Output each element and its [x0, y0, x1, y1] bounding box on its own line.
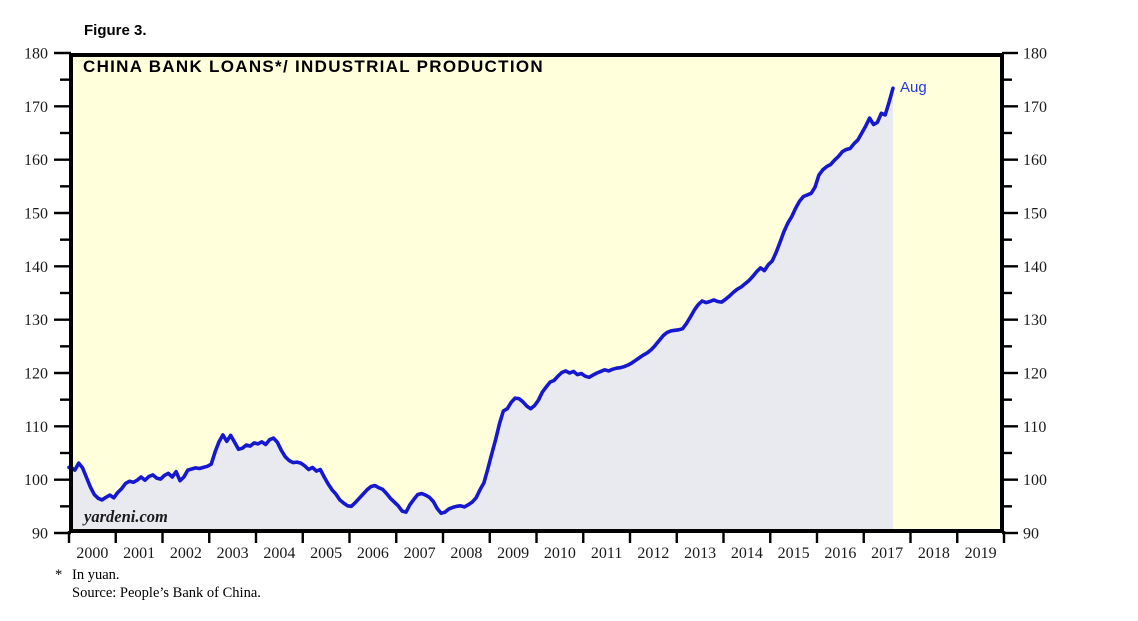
area-fill	[69, 88, 893, 533]
axis-ticks: 90 90 100 100 110 110 120 120 130 130 140 140 150 150…	[24, 46, 1047, 563]
y-axis-label-left: 180	[24, 46, 48, 63]
y-axis-label-right: 170	[1023, 99, 1047, 116]
y-axis-label-right: 160	[1023, 152, 1047, 169]
x-axis-year-label: 2005	[310, 545, 342, 562]
y-axis-label-right: 180	[1023, 46, 1047, 63]
y-axis-label-left: 160	[24, 152, 48, 169]
x-axis-year-label: 2003	[217, 545, 249, 562]
y-axis-label-right: 140	[1023, 259, 1047, 276]
y-axis-label-right: 90	[1023, 526, 1039, 543]
y-axis-label-left: 150	[24, 206, 48, 223]
x-axis-year-label: 2006	[357, 545, 389, 562]
series-end-label: Aug	[900, 79, 927, 96]
x-axis-year-label: 2008	[450, 545, 482, 562]
x-axis-year-label: 2004	[263, 545, 295, 562]
x-axis-year-label: 2013	[684, 545, 716, 562]
y-axis-label-left: 90	[32, 526, 48, 543]
y-axis-label-left: 140	[24, 259, 48, 276]
plot-border	[69, 53, 1004, 533]
chart-title: CHINA BANK LOANS*/ INDUSTRIAL PRODUCTION	[83, 57, 544, 76]
footnote-line-2: Source: People’s Bank of China.	[72, 585, 261, 601]
x-axis-year-label: 2019	[965, 545, 997, 562]
x-axis-year-label: 2007	[404, 545, 436, 562]
y-axis-label-left: 120	[24, 366, 48, 383]
footnote-line-1: In yuan.	[72, 567, 120, 583]
y-axis-label-left: 110	[25, 419, 48, 436]
x-axis-year-label: 2017	[871, 545, 903, 562]
y-axis-label-left: 100	[24, 472, 48, 489]
x-axis-year-label: 2002	[170, 545, 202, 562]
footnote-marker: *	[55, 567, 63, 583]
x-axis-year-label: 2016	[824, 545, 856, 562]
x-axis-year-label: 2015	[778, 545, 810, 562]
x-axis-year-label: 2014	[731, 545, 763, 562]
x-axis-year-label: 2012	[637, 545, 669, 562]
data-line	[67, 86, 895, 516]
x-axis-year-label: 2000	[76, 545, 108, 562]
y-axis-label-right: 150	[1023, 206, 1047, 223]
x-axis-year-label: 2010	[544, 545, 576, 562]
y-axis-label-left: 170	[24, 99, 48, 116]
footnote: * In yuan. Source: People’s Bank of Chin…	[55, 566, 261, 602]
branding-text: yardeni.com	[82, 507, 168, 526]
x-axis-year-label: 2011	[591, 545, 622, 562]
y-axis-label-right: 110	[1023, 419, 1046, 436]
y-axis-label-right: 100	[1023, 472, 1047, 489]
figure-label: Figure 3.	[84, 22, 147, 39]
x-axis-year-label: 2001	[123, 545, 155, 562]
y-axis-label-right: 120	[1023, 366, 1047, 383]
y-axis-label-right: 130	[1023, 312, 1047, 329]
y-axis-label-left: 130	[24, 312, 48, 329]
x-axis-year-label: 2018	[918, 545, 950, 562]
x-axis-year-label: 2009	[497, 545, 529, 562]
